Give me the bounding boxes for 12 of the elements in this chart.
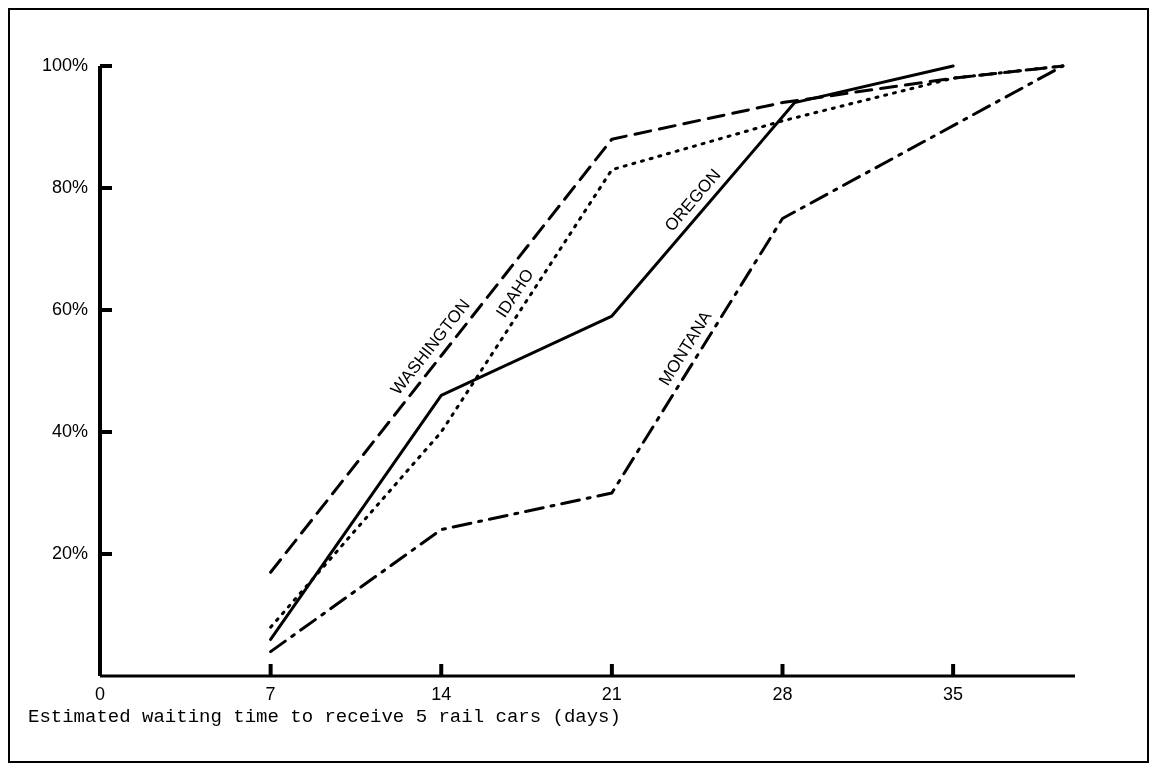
y-tick-label: 100%	[41, 54, 88, 75]
x-axis-title: Estimated waiting time to receive 5 rail cars (days)	[28, 706, 621, 728]
y-tick-label: 40%	[51, 420, 88, 441]
x-tick-label: 28	[772, 684, 793, 704]
x-tick-label: 0	[94, 684, 106, 704]
y-tick-label: 60%	[51, 298, 88, 319]
y-tick-label: 20%	[51, 542, 88, 563]
x-tick-label: 7	[265, 684, 276, 704]
x-tick-label: 21	[601, 684, 622, 704]
x-tick-label: 35	[943, 684, 964, 704]
x-tick-label: 14	[431, 684, 452, 704]
y-tick-label: 80%	[51, 176, 88, 197]
